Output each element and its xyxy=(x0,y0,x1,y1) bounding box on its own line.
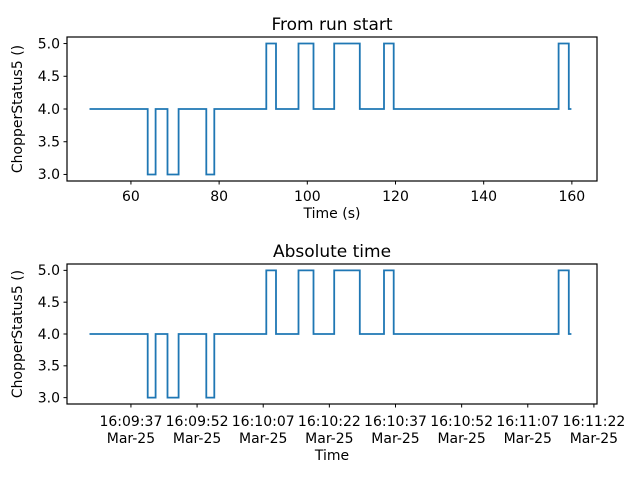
chart-title: Absolute time xyxy=(273,242,391,262)
x-tick-label: 16:11:22 xyxy=(562,414,625,430)
y-tick-label: 3.5 xyxy=(38,359,60,375)
y-tick-label: 4.0 xyxy=(38,102,60,118)
x-tick-label: 160 xyxy=(558,189,585,205)
subplot-absolute-time: Absolute time ChopperStatus5 () Time 16:… xyxy=(10,242,626,464)
chart-title: From run start xyxy=(271,15,392,35)
subplot-from-run-start: From run start ChopperStatus5 () Time (s… xyxy=(10,15,598,222)
y-tick-label: 4.5 xyxy=(38,69,60,85)
x-tick-label: 16:11:07 xyxy=(496,414,559,430)
y-tick-label: 5.0 xyxy=(38,36,60,52)
x-tick-label: 16:10:52 xyxy=(430,414,493,430)
x-tick-label: Mar-25 xyxy=(504,431,552,447)
axes-frame xyxy=(66,36,598,182)
axes-area: 16:09:37Mar-2516:09:52Mar-2516:10:07Mar-… xyxy=(38,263,626,447)
y-tick-label: 5.0 xyxy=(38,263,60,279)
axes-frame xyxy=(66,263,598,405)
x-tick-label: Mar-25 xyxy=(239,431,287,447)
x-axis-label: Time (s) xyxy=(303,206,361,222)
y-tick-label: 3.5 xyxy=(38,134,60,150)
x-tick-label: Mar-25 xyxy=(371,431,419,447)
x-tick-label: Mar-25 xyxy=(437,431,485,447)
x-tick-label: Mar-25 xyxy=(107,431,155,447)
x-tick-label: Mar-25 xyxy=(173,431,221,447)
x-tick-label: 16:10:22 xyxy=(298,414,361,430)
x-tick-label: 60 xyxy=(122,189,140,205)
y-tick-label: 4.5 xyxy=(38,295,60,311)
x-tick-label: 140 xyxy=(470,189,497,205)
y-axis-label: ChopperStatus5 () xyxy=(10,270,26,398)
y-tick-label: 3.0 xyxy=(38,167,60,183)
x-tick-label: 16:10:07 xyxy=(232,414,295,430)
x-tick-label: 100 xyxy=(294,189,321,205)
x-tick-label: 120 xyxy=(382,189,409,205)
axes-area: 60 80 100 120 140 160 3.0 3.5 4.0 4.5 5.0 xyxy=(38,36,598,205)
x-axis-label: Time xyxy=(314,448,349,464)
x-tick-label: 16:09:37 xyxy=(99,414,162,430)
x-tick-label: 80 xyxy=(210,189,228,205)
x-tick-label: 16:10:37 xyxy=(364,414,427,430)
series-line xyxy=(89,269,572,399)
y-tick-label: 4.0 xyxy=(38,327,60,343)
y-tick-label: 3.0 xyxy=(38,390,60,406)
y-axis-label: ChopperStatus5 () xyxy=(10,45,26,173)
series-line xyxy=(89,42,572,176)
x-tick-label: 16:09:52 xyxy=(166,414,229,430)
x-tick-label: Mar-25 xyxy=(570,431,618,447)
x-tick-label: Mar-25 xyxy=(305,431,353,447)
